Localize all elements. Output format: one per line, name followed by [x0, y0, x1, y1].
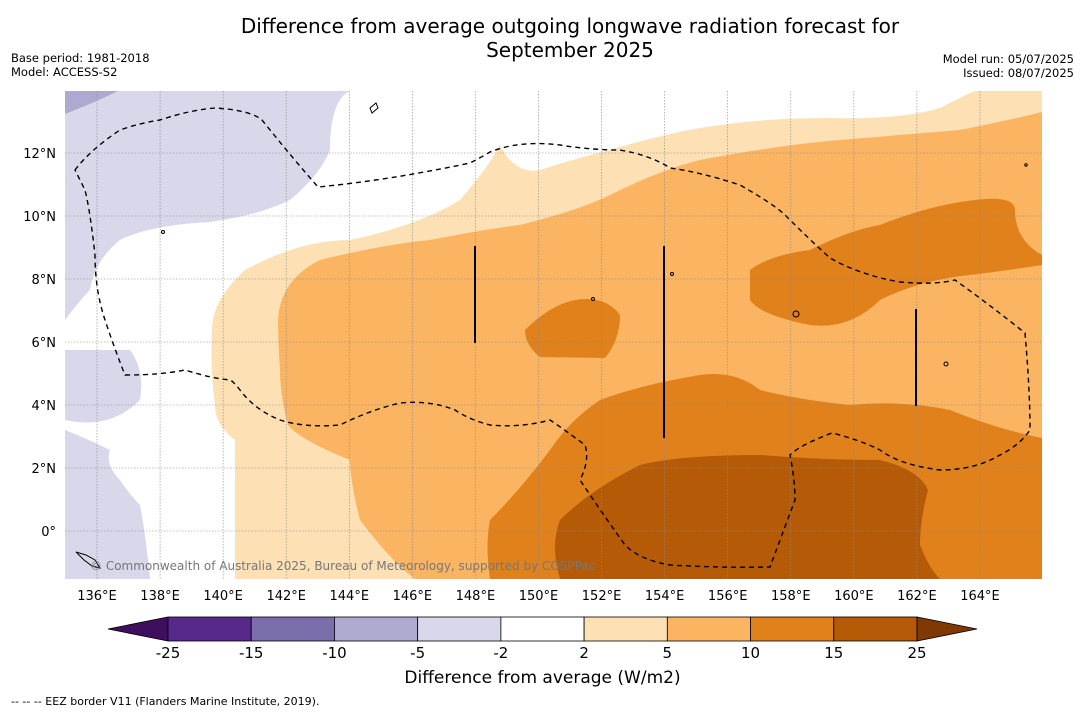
longitude-labels: 136°E 138°E 140°E 142°E 144°E 146°E 148°E 150°E… — [77, 589, 1000, 604]
lat-label: 12°N — [23, 147, 56, 162]
colorbar-tick-label: 25 — [907, 644, 927, 662]
colorbar-label: Difference from average (W/m2) — [404, 668, 681, 688]
colorbar-tick-label: -15 — [238, 644, 264, 662]
islands — [75, 102, 1028, 569]
lat-label: 6°N — [32, 336, 57, 351]
colorbar-segment — [583, 616, 668, 642]
issued-text: Issued: 08/07/2025 — [963, 66, 1074, 80]
lon-label: 138°E — [140, 589, 180, 604]
lon-label: 162°E — [897, 589, 937, 604]
island-chuuk — [591, 297, 595, 301]
anomaly-band-plus10-east — [750, 198, 1042, 326]
lat-label: 2°N — [32, 462, 57, 477]
lon-label: 146°E — [393, 589, 433, 604]
lon-label: 154°E — [645, 589, 685, 604]
colorbar-tick-label: -10 — [322, 644, 347, 662]
lat-label: 10°N — [23, 210, 56, 225]
model-text: Model: ACCESS-S2 — [11, 65, 118, 79]
anomaly-band-minus10 — [65, 91, 118, 114]
island-png-coast — [75, 551, 102, 569]
colorbar-tick-label: -2 — [493, 644, 509, 662]
colorbar-segment — [417, 616, 502, 642]
island-palau — [161, 230, 165, 234]
lon-label: 144°E — [330, 589, 370, 604]
lat-label: 8°N — [32, 273, 57, 288]
colorbar-segment — [250, 616, 335, 642]
meta-right: Model run: 05/07/2025 Issued: 08/07/2025 — [943, 52, 1074, 80]
meta-left: Base period: 1981-2018 Model: ACCESS-S2 — [11, 51, 150, 79]
model-run-text: Model run: 05/07/2025 — [942, 52, 1074, 66]
lat-label: 4°N — [32, 399, 57, 414]
anomaly-band-minus5-west — [65, 350, 142, 579]
island-pohnpei — [792, 310, 800, 318]
markers — [474, 246, 917, 438]
map-area: © Commonwealth of Australia 2025, Bureau… — [65, 91, 1042, 579]
colorbar-segment — [750, 616, 835, 642]
lon-label: 158°E — [771, 589, 811, 604]
eez-border-main — [74, 107, 1031, 568]
map-title-line1: Difference from average outgoing longwav… — [240, 14, 900, 38]
colorbar-tick-label: -5 — [410, 644, 426, 662]
base-period-text: Base period: 1981-2018 — [11, 51, 150, 65]
anomaly-band-minus5-south — [65, 430, 150, 579]
lon-label: 156°E — [708, 589, 748, 604]
colorbar — [107, 616, 978, 642]
colorbar-arrow-left — [107, 616, 169, 642]
lat-label: 0° — [41, 525, 56, 540]
lon-label: 150°E — [519, 589, 559, 604]
colorbar-segment — [500, 616, 585, 642]
island-small-1 — [670, 272, 674, 276]
colorbar-arrow-right — [916, 616, 978, 642]
gridlines — [65, 91, 1042, 579]
colorbar-tick-label: 5 — [662, 644, 673, 662]
lon-label: 164°E — [960, 589, 1000, 604]
eez-borders — [74, 107, 1031, 568]
copyright-text: © Commonwealth of Australia 2025, Bureau… — [90, 559, 595, 573]
eez-footnote: -- -- -- EEZ border V11 (Flanders Marine… — [11, 695, 320, 708]
colorbar-segment — [833, 616, 918, 642]
colorbar-segment — [666, 616, 751, 642]
colorbar-tick-label: 15 — [824, 644, 844, 662]
latitude-labels: 12°N 10°N 8°N 6°N 4°N 2°N 0° — [23, 147, 56, 540]
anomaly-band-plus10-center — [525, 299, 620, 358]
lon-label: 148°E — [456, 589, 496, 604]
island-guam — [369, 102, 379, 114]
colorbar-segment — [334, 616, 419, 642]
colorbar-segment — [167, 616, 252, 642]
lon-label: 140°E — [203, 589, 243, 604]
colorbar-tick-label: -25 — [155, 644, 181, 662]
colorbar-tick-label: 10 — [741, 644, 761, 662]
anomaly-band-plus15 — [555, 455, 940, 579]
lon-label: 152°E — [582, 589, 622, 604]
map-title-line2: September 2025 — [486, 38, 654, 62]
lon-label: 160°E — [834, 589, 874, 604]
colorbar-tick-label: 2 — [579, 644, 589, 662]
lon-label: 136°E — [77, 589, 117, 604]
island-kosrae — [943, 361, 949, 367]
island-small-2 — [1024, 163, 1028, 167]
lon-label: 142°E — [266, 589, 306, 604]
map-title: Difference from average outgoing longwav… — [140, 14, 1000, 62]
